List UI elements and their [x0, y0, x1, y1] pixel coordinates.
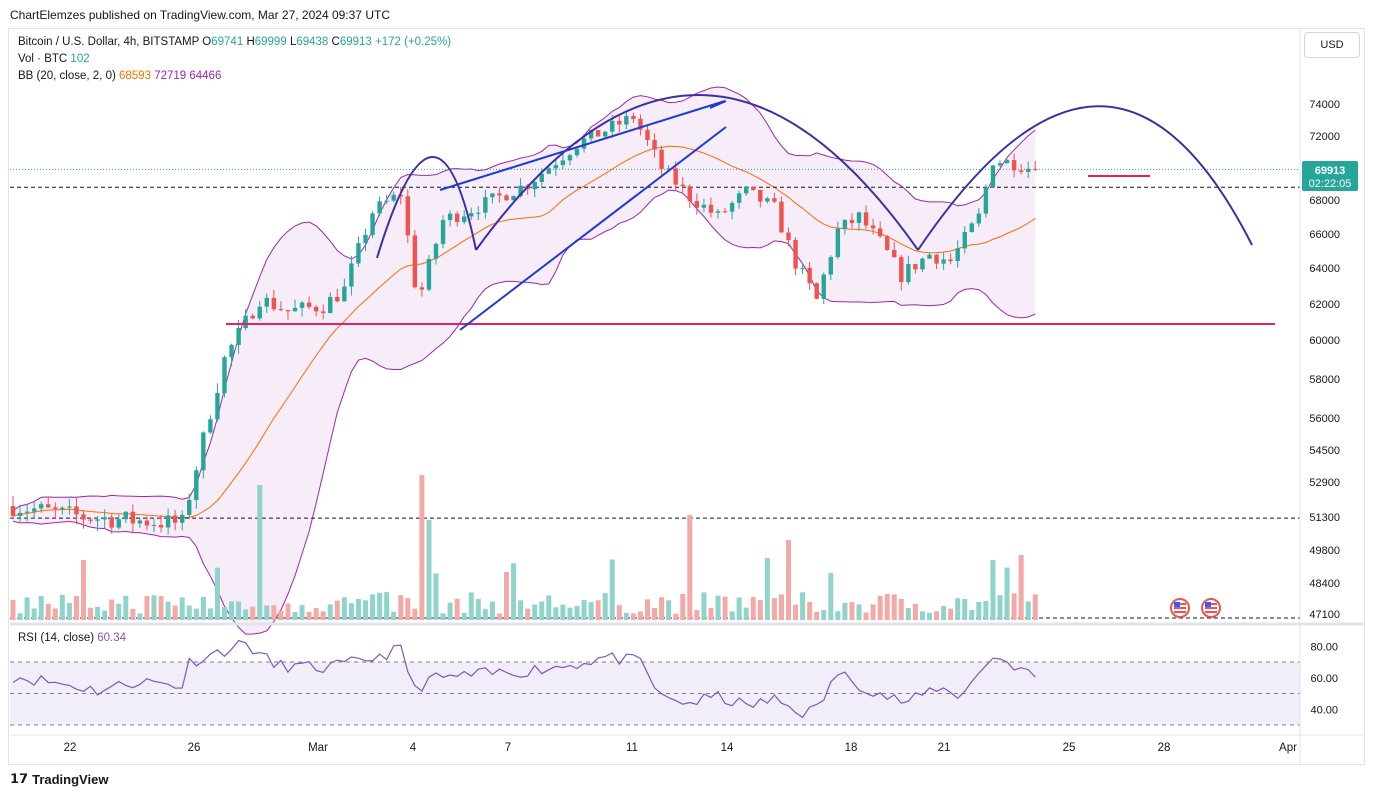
publisher-line: ChartElemzes published on TradingView.co…	[10, 8, 390, 22]
rsi-legend: RSI (14, close) 60.34	[18, 632, 126, 644]
bb-label[interactable]: BB (20, close, 2, 0)	[18, 70, 116, 82]
symbol-legend: Bitcoin / U.S. Dollar, 4h, BITSTAMP O697…	[18, 36, 451, 48]
currency-button[interactable]: USD	[1304, 32, 1360, 58]
bb-legend: BB (20, close, 2, 0) 68593 72719 64466	[18, 70, 221, 82]
high-label: H	[246, 36, 255, 48]
bb-upper-value: 72719	[154, 70, 187, 82]
close-value: 69913	[339, 36, 372, 48]
volume-value: 102	[70, 53, 90, 65]
tradingview-brand[interactable]: TradingView	[32, 771, 109, 787]
bb-basis-value: 68593	[119, 70, 151, 82]
footer: 𝟭𝟳 TradingView	[10, 771, 108, 787]
low-value: 69438	[296, 36, 329, 48]
change-value: +172 (+0.25%)	[375, 36, 452, 48]
high-value: 69999	[254, 36, 287, 48]
volume-legend: Vol · BTC 102	[18, 53, 90, 65]
open-value: 69741	[211, 36, 244, 48]
rsi-value: 60.34	[97, 632, 127, 644]
low-label: L	[289, 36, 297, 48]
tradingview-logo-icon[interactable]: 𝟭𝟳	[10, 771, 29, 786]
chart-frame	[8, 28, 1365, 765]
close-label: C	[331, 36, 340, 48]
bb-lower-value: 64466	[189, 70, 222, 82]
symbol-name[interactable]: Bitcoin / U.S. Dollar, 4h, BITSTAMP	[18, 36, 200, 48]
volume-label[interactable]: Vol · BTC	[18, 53, 68, 65]
open-label: O	[202, 36, 212, 48]
rsi-label[interactable]: RSI (14, close)	[18, 632, 95, 644]
